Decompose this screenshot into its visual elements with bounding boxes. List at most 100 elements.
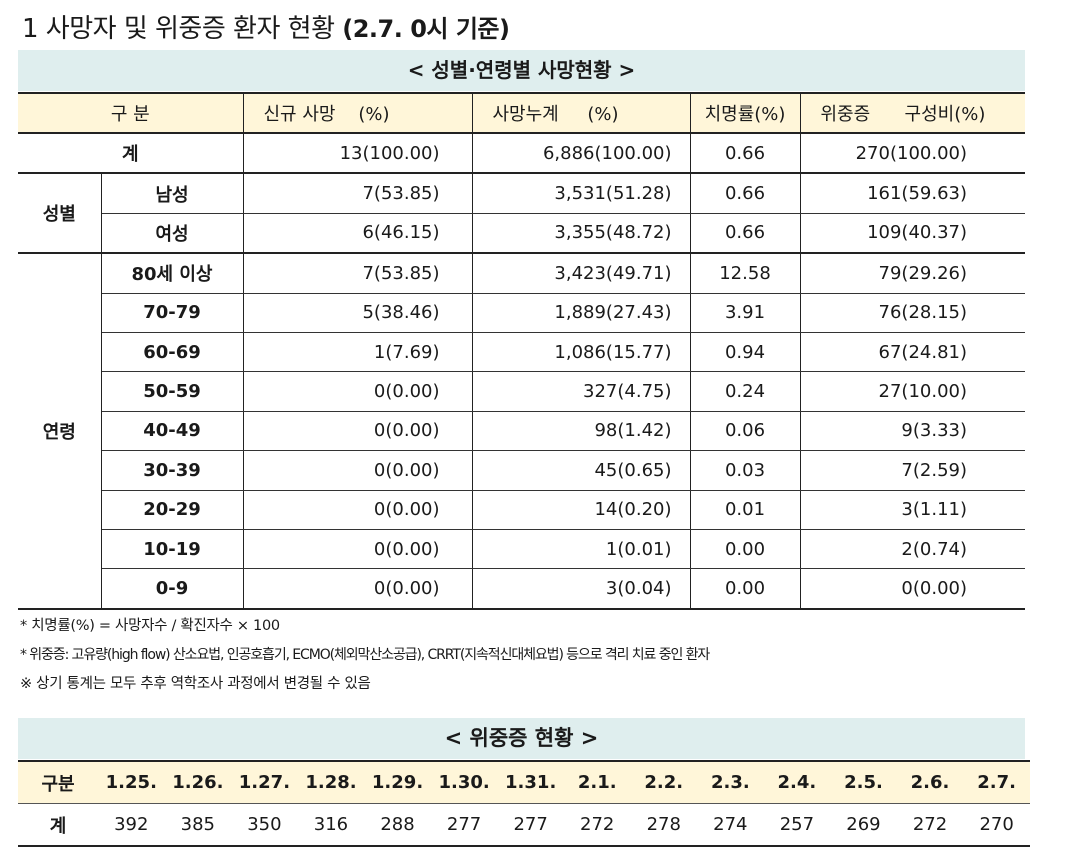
cell-fatality: 0.06: [689, 411, 801, 452]
cell-new-death: 1(7.69): [242, 332, 473, 373]
cell-cum-death: 3,423(49.71): [471, 253, 691, 294]
cell-new-death: 0(0.00): [242, 450, 473, 491]
severe-date-cell: 2.5.: [830, 760, 897, 804]
cell-severe: 9(3.33): [799, 411, 1025, 452]
severe-value-cell: 272: [896, 803, 964, 847]
cell-cum-death: 98(1.42): [471, 411, 691, 452]
cell-severe: 0(0.00): [799, 568, 1025, 610]
severe-date-cell: 2.1.: [563, 760, 631, 804]
table-row: 10-19 0(0.00) 1(0.01) 0.00 2(0.74): [18, 529, 1025, 570]
severe-value-cell: 274: [697, 803, 764, 847]
cell-cum-death: 3(0.04): [471, 568, 691, 610]
header-category: 구 분: [18, 92, 244, 134]
severe-date-cell: 1.28.: [297, 760, 365, 804]
header-severe-ratio: 구성비(%): [904, 104, 986, 125]
table-row: 0-9 0(0.00) 3(0.04) 0.00 0(0.00): [18, 568, 1025, 610]
header-new-death-pct: (%): [358, 104, 390, 125]
severe-value-cell: 277: [497, 803, 564, 847]
cell-severe: 67(24.81): [799, 332, 1025, 373]
footnote-severe-definition: * 위중증: 고유량(high flow) 산소요법, 인공호흡기, ECMO(…: [20, 647, 710, 663]
cell-new-death: 6(46.15): [242, 213, 473, 255]
severe-value-cell: 350: [231, 803, 298, 847]
severe-value-cell: 277: [430, 803, 498, 847]
table-row: 여성 6(46.15) 3,355(48.72) 0.66 109(40.37): [18, 213, 1025, 255]
header-fatality: 치명률(%): [689, 92, 801, 134]
cell-cum-death: 1(0.01): [471, 529, 691, 570]
cell-cum-death: 6,886(100.00): [471, 133, 691, 175]
table-row: 20-29 0(0.00) 14(0.20) 0.01 3(1.11): [18, 490, 1025, 530]
cell-new-death: 7(53.85): [242, 253, 473, 294]
page-title-main: 1 사망자 및 위중증 환자 현황: [22, 14, 335, 44]
cell-fatality: 0.03: [689, 450, 801, 491]
severe-date-cell: 2.2.: [630, 760, 698, 804]
row-label: 60-69: [101, 332, 244, 373]
row-label: 30-39: [101, 450, 244, 491]
row-label: 20-29: [101, 490, 244, 530]
table-row: 70-79 5(38.46) 1,889(27.43) 3.91 76(28.1…: [18, 293, 1025, 333]
cell-fatality: 0.00: [689, 568, 801, 610]
header-severe-label: 위중증: [820, 104, 871, 125]
header-cum-death: 사망누계 (%): [471, 92, 691, 134]
group-label-sex: 성별: [18, 173, 102, 255]
cell-cum-death: 3,531(51.28): [471, 173, 691, 214]
row-label: 남성: [100, 173, 244, 214]
cell-fatality: 0.24: [689, 371, 801, 412]
severe-value-row: 계 392 385 350 316 288 277 277 272 278 274 257 269 27…: [18, 803, 1030, 847]
cell-fatality: 0.01: [689, 490, 801, 530]
cell-new-death: 13(100.00): [242, 133, 473, 175]
severe-value-cell: 269: [830, 803, 897, 847]
row-label: 40-49: [101, 411, 244, 452]
cell-severe: 3(1.11): [799, 490, 1025, 530]
severe-date-cell: 1.29.: [364, 760, 431, 804]
death-table-header-row: 구 분 신규 사망 (%) 사망누계 (%) 치명률(%) 위중증 구성비(%): [18, 92, 1025, 134]
severe-value-cell: 288: [364, 803, 431, 847]
severe-value-cell: 385: [164, 803, 232, 847]
severe-section-band: < 위중증 현황 >: [18, 718, 1025, 759]
severe-value-cell: 316: [297, 803, 365, 847]
severe-value-cell: 272: [563, 803, 631, 847]
severe-date-cell: 2.3.: [697, 760, 764, 804]
header-new-death: 신규 사망 (%): [242, 92, 473, 134]
row-label: 여성: [101, 213, 244, 255]
cell-new-death: 7(53.85): [242, 173, 473, 214]
severe-header-row: 구분 1.25. 1.26. 1.27. 1.28. 1.29. 1.30. 1.31. 2.…: [18, 760, 1030, 804]
severe-date-cell: 2.7.: [963, 760, 1030, 804]
cell-new-death: 5(38.46): [242, 293, 473, 333]
severe-table: 구분 1.25. 1.26. 1.27. 1.28. 1.29. 1.30. 1.31. 2.…: [18, 760, 1030, 847]
cell-fatality: 0.66: [689, 133, 801, 175]
severe-date-cell: 1.31.: [497, 760, 564, 804]
page-title-suffix: (2.7. 0시 기준): [342, 15, 510, 43]
cell-fatality: 0.00: [689, 529, 801, 570]
cell-severe: 2(0.74): [799, 529, 1025, 570]
cell-fatality: 3.91: [689, 293, 801, 333]
severe-date-cell: 1.30.: [430, 760, 498, 804]
cell-severe: 161(59.63): [799, 173, 1025, 214]
severe-row-value-label: 계: [18, 803, 98, 847]
footnote-disclaimer: ※ 상기 통계는 모두 추후 역학조사 과정에서 변경될 수 있음: [20, 676, 371, 692]
table-row: 성별 남성 7(53.85) 3,531(51.28) 0.66 161(59.…: [18, 173, 1025, 255]
table-row-total: 계 13(100.00) 6,886(100.00) 0.66 270(100.…: [18, 133, 1025, 175]
row-label: 70-79: [101, 293, 244, 333]
cell-fatality: 12.58: [689, 253, 801, 294]
cell-new-death: 0(0.00): [242, 490, 473, 530]
header-cum-death-label: 사망누계: [492, 104, 559, 125]
severe-date-cell: 2.4.: [763, 760, 831, 804]
table-row: 40-49 0(0.00) 98(1.42) 0.06 9(3.33): [18, 411, 1025, 452]
severe-value-cell: 257: [763, 803, 831, 847]
row-label: 0-9: [101, 568, 244, 610]
row-label: 계: [18, 133, 244, 175]
cell-cum-death: 45(0.65): [471, 450, 691, 491]
cell-severe: 79(29.26): [799, 253, 1025, 294]
cell-severe: 76(28.15): [799, 293, 1025, 333]
cell-severe: 270(100.00): [799, 133, 1025, 175]
row-label: 50-59: [101, 371, 244, 412]
cell-cum-death: 1,889(27.43): [471, 293, 691, 333]
cell-new-death: 0(0.00): [242, 371, 473, 412]
header-severe: 위중증 구성비(%): [799, 92, 1025, 134]
severe-value-cell: 270: [963, 803, 1030, 847]
cell-new-death: 0(0.00): [242, 529, 473, 570]
page-title: 1 사망자 및 위중증 환자 현황 (2.7. 0시 기준): [22, 8, 510, 45]
cell-fatality: 0.66: [689, 213, 801, 255]
cell-severe: 27(10.00): [799, 371, 1025, 412]
cell-cum-death: 14(0.20): [471, 490, 691, 530]
